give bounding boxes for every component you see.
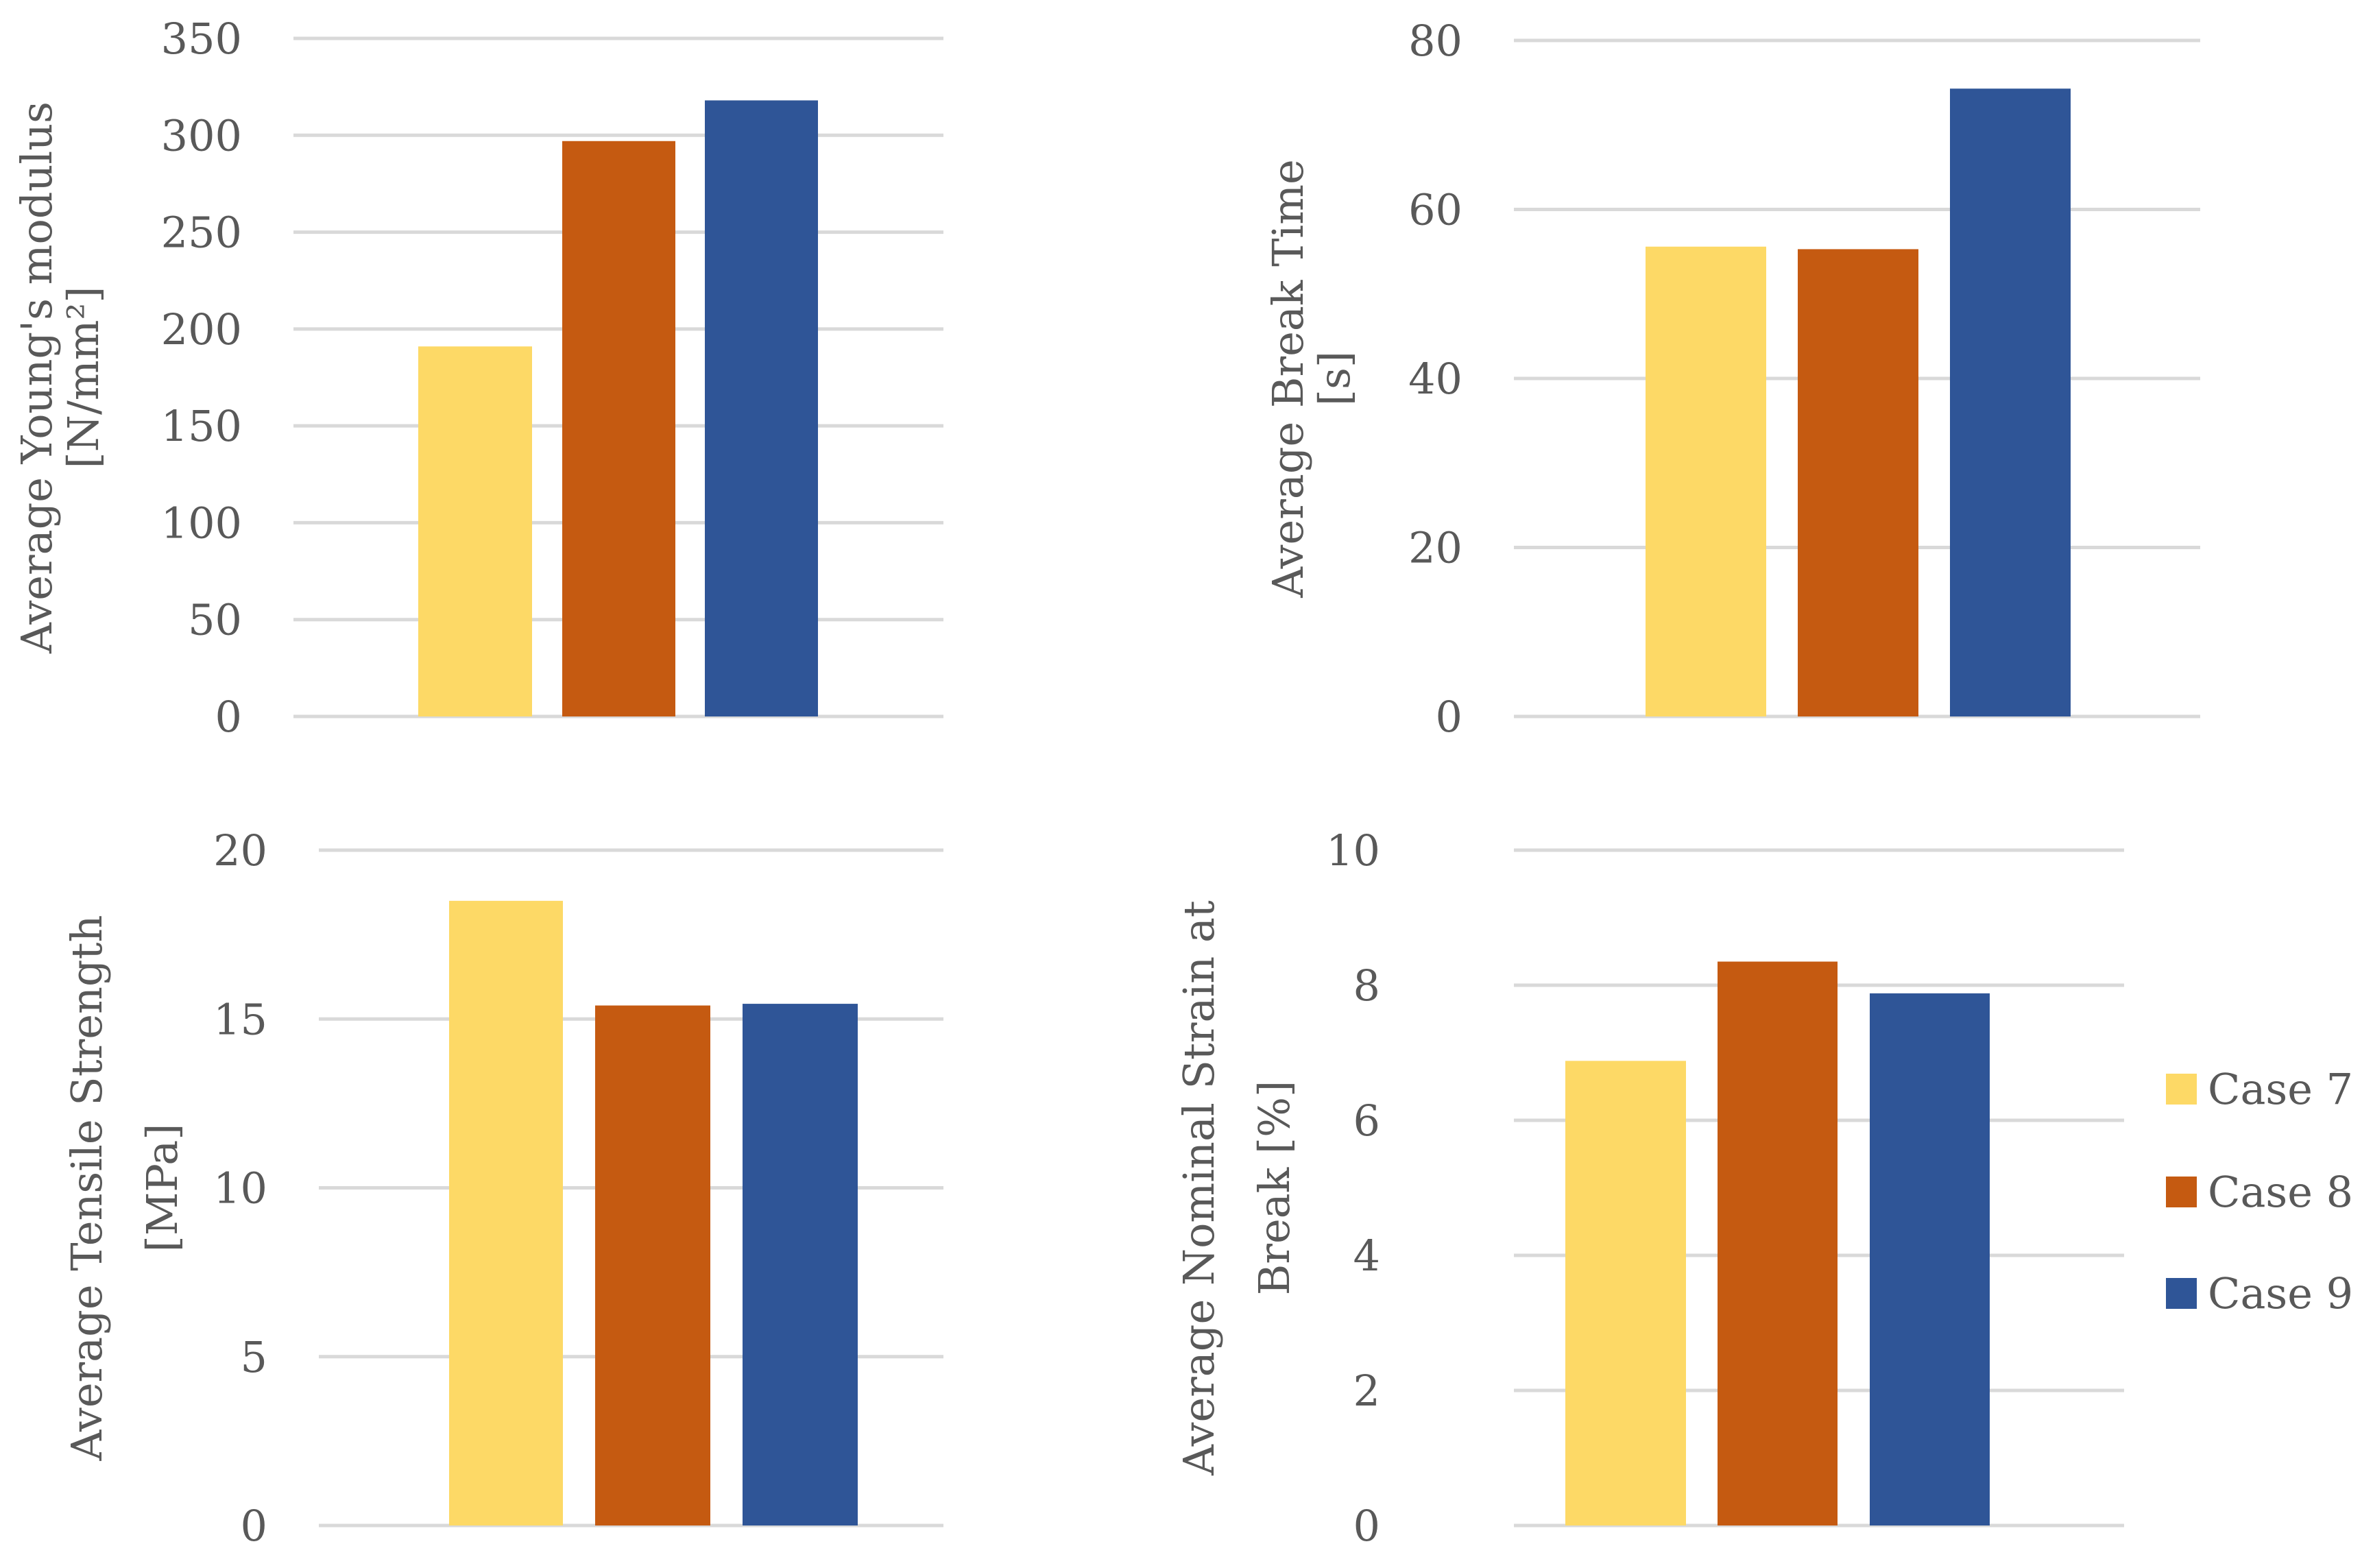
bar-case-9 (1870, 993, 1990, 1525)
bar-case-8 (1798, 249, 1918, 716)
y-axis-label-line: Average Nominal Strain at (1174, 900, 1224, 1476)
y-axis-label-line: Average Break Time (1263, 159, 1313, 598)
bar-case-8 (595, 1005, 710, 1525)
y-tick-label: 80 (1408, 16, 1462, 66)
y-tick-label: 0 (1436, 692, 1462, 742)
legend-swatch-case-7 (2166, 1074, 2197, 1105)
y-tick-label: 0 (1353, 1501, 1380, 1551)
bar-case-7 (449, 900, 563, 1525)
y-tick-label: 300 (161, 110, 242, 160)
nominal-strain-chart: 0 2 4 6 8 10 Average Nominal Strain at Break [%… (1174, 825, 2124, 1551)
bar-case-9 (743, 1004, 858, 1525)
bar-case-7 (1646, 246, 1766, 717)
y-tick-label: 2 (1353, 1366, 1380, 1416)
y-axis-label: Average Young's modulus[N/mm²] (12, 101, 108, 654)
break-time-chart: 0 20 40 60 80 Average Break Time[s] (1263, 16, 2200, 742)
y-tick-label: 250 (161, 208, 242, 258)
legend-swatch-case-8 (2166, 1177, 2197, 1207)
y-axis-label-line: [MPa] (137, 1124, 187, 1253)
y-axis-label: Average Tensile Strength [MPa] (62, 915, 187, 1462)
y-tick-label: 50 (188, 595, 242, 645)
legend-swatch-case-9 (2166, 1278, 2197, 1309)
y-axis-label-line: Break [%] (1249, 1081, 1299, 1295)
y-tick-label: 150 (161, 401, 242, 451)
y-tick-label: 60 (1408, 185, 1462, 235)
bar-case-7 (1565, 1061, 1686, 1525)
y-tick-label: 20 (1408, 523, 1462, 573)
tensile-strength-chart: 0 5 10 15 20 Average Tensile Strength [MPa] (62, 825, 943, 1551)
y-tick-label: 4 (1353, 1231, 1380, 1281)
bar-case-8 (562, 141, 675, 716)
y-tick-label: 8 (1353, 961, 1380, 1011)
y-tick-label: 15 (213, 994, 267, 1044)
legend-label: Case 9 (2208, 1268, 2353, 1318)
y-tick-label: 10 (1326, 825, 1380, 876)
y-tick-label: 350 (161, 14, 242, 64)
y-axis-label-line: Average Young's modulus (12, 101, 62, 654)
y-tick-label: 0 (241, 1501, 267, 1551)
legend-label: Case 7 (2208, 1064, 2353, 1114)
youngs-modulus-chart: 0 50 100 150 200 250 300 350 Average Young's mod… (12, 14, 943, 742)
y-axis-label: Average Break Time[s] (1263, 159, 1360, 598)
y-tick-label: 5 (241, 1332, 267, 1382)
y-tick-label: 40 (1408, 354, 1462, 404)
legend-label: Case 8 (2208, 1167, 2353, 1217)
y-tick-label: 6 (1353, 1096, 1380, 1146)
bar-case-9 (705, 100, 818, 716)
y-tick-label: 10 (213, 1163, 267, 1214)
bar-case-9 (1950, 88, 2071, 716)
y-axis-label: Average Nominal Strain at Break [%] (1174, 900, 1299, 1476)
legend: Case 7 Case 8 Case 9 (2166, 1064, 2353, 1318)
y-tick-label: 200 (161, 304, 242, 354)
y-axis-label-line: Average Tensile Strength (62, 915, 112, 1462)
bar-case-7 (418, 346, 532, 716)
bar-case-8 (1718, 961, 1838, 1525)
y-axis-label-line: [N/mm²] (58, 287, 108, 469)
y-tick-label: 20 (213, 825, 267, 876)
y-tick-label: 0 (215, 692, 242, 742)
y-axis-label-line: [s] (1310, 351, 1360, 406)
y-tick-label: 100 (161, 498, 242, 548)
